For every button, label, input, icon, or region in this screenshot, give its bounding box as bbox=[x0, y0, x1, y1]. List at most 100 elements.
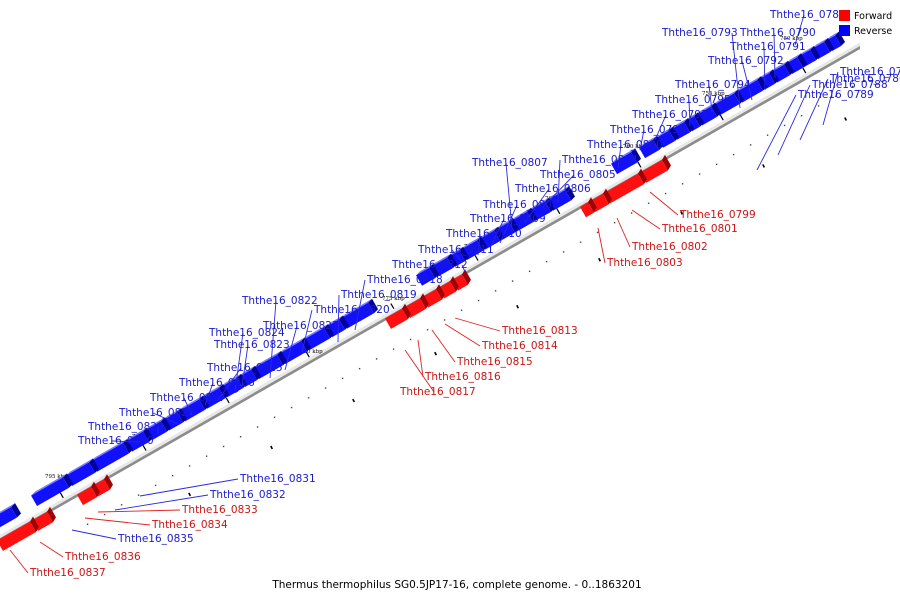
gene-label-ththe16-0820[interactable]: Ththe16_0820 bbox=[313, 304, 390, 316]
gene-label-ththe16-0804[interactable]: Ththe16_0804 bbox=[561, 154, 638, 166]
gene-label-ththe16-0807[interactable]: Ththe16_0807 bbox=[471, 157, 548, 169]
leader-ththe16-0812 bbox=[461, 264, 466, 273]
gene-label-ththe16-0786[interactable]: Ththe16_0786 bbox=[829, 73, 900, 85]
gene-label-ththe16-0828[interactable]: Ththe16_0828 bbox=[118, 407, 195, 419]
gene-label-ththe16-0788[interactable]: Ththe16_0788 bbox=[811, 79, 888, 91]
gene-label-ththe16-0817[interactable]: Ththe16_0817 bbox=[399, 386, 476, 398]
leader-ththe16-0799 bbox=[649, 191, 679, 216]
leader-ththe16-0798 bbox=[639, 129, 645, 151]
leader-ththe16-0800 bbox=[617, 144, 622, 169]
leader-ththe16-0825 bbox=[217, 367, 242, 401]
gene-label-ththe16-0814[interactable]: Ththe16_0814 bbox=[481, 340, 558, 352]
gene-block-ththe16-0803[interactable] bbox=[579, 197, 597, 218]
gene-label-ththe16-0827[interactable]: Ththe16_0827 bbox=[149, 392, 226, 404]
gene-label-ththe16-0785[interactable]: Ththe16_0785 bbox=[839, 66, 900, 78]
gene-label-ththe16-0812[interactable]: Ththe16_0812 bbox=[391, 259, 468, 271]
genome-caption: Thermus thermophilus SG0.5JP17-16, compl… bbox=[271, 579, 641, 591]
leader-ththe16-0787 bbox=[794, 14, 805, 46]
gene-label-ththe16-0830[interactable]: Ththe16_0830 bbox=[77, 435, 154, 447]
legend-forward-label: Forward bbox=[854, 11, 892, 22]
leader-ththe16-0826 bbox=[204, 382, 214, 406]
leader-ththe16-0792 bbox=[741, 60, 753, 101]
gene-block-ththe16-0820[interactable] bbox=[303, 323, 335, 351]
tick-750: 750 kbp bbox=[780, 36, 807, 74]
tick-780: 780 kbp bbox=[300, 349, 323, 358]
leader-ththe16-0832 bbox=[114, 494, 209, 511]
gene-block-ththe16-0832[interactable] bbox=[31, 473, 74, 507]
gene-label-ththe16-0805[interactable]: Ththe16_0805 bbox=[539, 169, 616, 181]
gene-label-ththe16-0816[interactable]: Ththe16_0816 bbox=[424, 371, 501, 383]
gene-label-ththe16-0799[interactable]: Ththe16_0799 bbox=[679, 209, 756, 221]
gene-label-ththe16-0825[interactable]: Ththe16_0825 bbox=[206, 362, 283, 374]
gene-block-ththe16-0834[interactable] bbox=[76, 481, 100, 506]
gene-label-ththe16-0811[interactable]: Ththe16_0811 bbox=[417, 244, 494, 256]
gene-label-ththe16-0832[interactable]: Ththe16_0832 bbox=[209, 489, 286, 501]
gene-block-ththe16-0799[interactable] bbox=[639, 154, 671, 183]
gene-label-ththe16-0823[interactable]: Ththe16_0823 bbox=[213, 339, 290, 351]
gene-block-ththe16-0831[interactable] bbox=[66, 458, 100, 487]
gene-label-ththe16-0813[interactable]: Ththe16_0813 bbox=[501, 325, 578, 337]
gene-label-ththe16-0822[interactable]: Ththe16_0822 bbox=[241, 295, 318, 307]
leader-ththe16-0820 bbox=[301, 309, 313, 353]
leader-ththe16-0806 bbox=[524, 188, 550, 223]
gene-label-ththe16-0797[interactable]: Ththe16_0797 bbox=[631, 109, 708, 121]
gene-label-ththe16-0787[interactable]: Ththe16_0787 bbox=[769, 9, 846, 21]
leader-ththe16-0795 bbox=[688, 99, 691, 127]
gene-label-ththe16-0833[interactable]: Ththe16_0833 bbox=[181, 504, 258, 516]
gene-label-ththe16-0794[interactable]: Ththe16_0794 bbox=[674, 79, 751, 91]
gene-labels: Ththe16_0785Ththe16_0786 Ththe16_0787 Thth… bbox=[29, 9, 900, 579]
leader-ththe16-0833 bbox=[97, 509, 181, 513]
legend: Forward Reverse bbox=[839, 10, 892, 37]
leader-ththe16-0807 bbox=[505, 162, 513, 229]
gene-block-ththe16-0835[interactable] bbox=[0, 503, 22, 532]
gene-label-ththe16-0824[interactable]: Ththe16_0824 bbox=[208, 327, 285, 339]
gene-label-ththe16-0798[interactable]: Ththe16_0798 bbox=[609, 124, 686, 136]
gene-label-ththe16-0831[interactable]: Ththe16_0831 bbox=[239, 473, 316, 485]
svg-text:780 kbp: 780 kbp bbox=[300, 349, 323, 355]
gene-label-ththe16-0800[interactable]: Ththe16_0800 bbox=[586, 139, 663, 151]
gene-label-ththe16-0835[interactable]: Ththe16_0835 bbox=[117, 533, 194, 545]
gene-block-ththe16-0800[interactable] bbox=[611, 148, 642, 175]
gene-label-ththe16-0802[interactable]: Ththe16_0802 bbox=[631, 241, 708, 253]
leader-ththe16-0822 bbox=[269, 300, 277, 379]
legend-reverse-swatch bbox=[839, 25, 850, 36]
gene-label-ththe16-0826[interactable]: Ththe16_0826 bbox=[178, 377, 255, 389]
gene-label-ththe16-0819[interactable]: Ththe16_0819 bbox=[340, 289, 417, 301]
gene-block-ththe16-0837[interactable] bbox=[0, 516, 39, 551]
gene-label-ththe16-0803[interactable]: Ththe16_0803 bbox=[606, 257, 683, 269]
gene-label-ththe16-0809[interactable]: Ththe16_0809 bbox=[469, 213, 546, 225]
gene-label-ththe16-0818[interactable]: Ththe16_0818 bbox=[366, 274, 443, 286]
gene-block-ththe16-0830[interactable] bbox=[91, 438, 134, 472]
leader-ththe16-0831 bbox=[139, 478, 239, 497]
gene-label-ththe16-0793[interactable]: Ththe16_0793 bbox=[661, 27, 738, 39]
gene-label-ththe16-0836[interactable]: Ththe16_0836 bbox=[64, 551, 141, 563]
leader-ththe16-0791 bbox=[763, 46, 766, 91]
gene-label-ththe16-0821[interactable]: Ththe16_0821 bbox=[262, 320, 339, 332]
gene-label-ththe16-0792[interactable]: Ththe16_0792 bbox=[707, 55, 784, 67]
leader-ththe16-0817 bbox=[404, 349, 435, 393]
gene-label-ththe16-0791[interactable]: Ththe16_0791 bbox=[729, 41, 806, 53]
gene-block-ththe16-0797[interactable] bbox=[657, 126, 680, 148]
gene-label-ththe16-0789[interactable]: Ththe16_0789 bbox=[797, 89, 874, 101]
gene-label-ththe16-0801[interactable]: Ththe16_0801 bbox=[661, 223, 738, 235]
gene-block-ththe16-0812[interactable] bbox=[416, 263, 440, 286]
gene-label-ththe16-0834[interactable]: Ththe16_0834 bbox=[151, 519, 228, 531]
gene-label-ththe16-0808[interactable]: Ththe16_0808 bbox=[482, 199, 559, 211]
gene-label-ththe16-0815[interactable]: Ththe16_0815 bbox=[456, 356, 533, 368]
gene-label-ththe16-0790[interactable]: Ththe16_0790 bbox=[739, 27, 816, 39]
svg-text:760 kbp: 760 kbp bbox=[623, 144, 646, 150]
gene-label-ththe16-0806[interactable]: Ththe16_0806 bbox=[514, 183, 591, 195]
gene-block-ththe16-0822[interactable] bbox=[253, 350, 288, 380]
gene-block-ththe16-0801[interactable] bbox=[603, 168, 647, 204]
gene-block-ththe16-0817[interactable] bbox=[384, 303, 411, 329]
leader-ththe16-0810 bbox=[477, 233, 481, 256]
svg-text:750 kbp: 750 kbp bbox=[780, 36, 803, 42]
leader-ththe16-0823 bbox=[241, 344, 249, 387]
gene-label-ththe16-0810[interactable]: Ththe16_0810 bbox=[445, 228, 522, 240]
gene-label-ththe16-0829[interactable]: Ththe16_0829 bbox=[87, 421, 164, 433]
gene-block-ththe16-0826[interactable] bbox=[179, 395, 210, 422]
gene-label-ththe16-0837[interactable]: Ththe16_0837 bbox=[29, 567, 106, 579]
gene-label-ththe16-0795[interactable]: Ththe16_0795 bbox=[654, 94, 731, 106]
leader-ththe16-0805 bbox=[541, 174, 575, 209]
svg-text:795 kbp: 795 kbp bbox=[45, 474, 68, 480]
